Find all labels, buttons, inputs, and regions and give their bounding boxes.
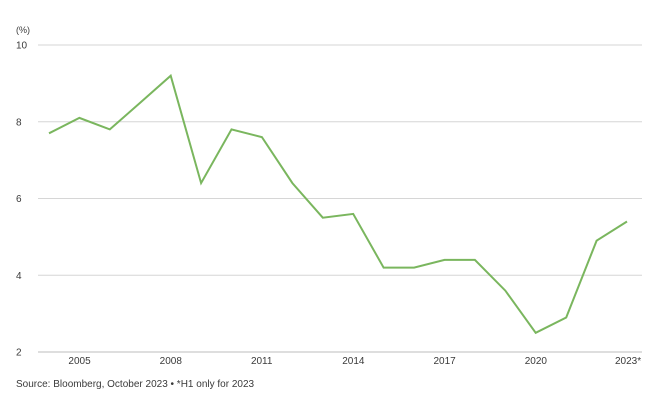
data-point-2016 <box>413 267 415 269</box>
data-point-2015 <box>383 267 385 269</box>
y-tick-label: 2 <box>16 348 22 359</box>
x-tick-label: 2005 <box>68 356 91 367</box>
data-point-2011 <box>261 136 263 138</box>
y-axis: (%) 2 4 6 8 10 <box>16 25 30 359</box>
x-axis: 2005 2008 2011 2014 2017 2020 2023* <box>68 356 641 367</box>
data-point-2012 <box>291 182 293 184</box>
data-point-2010 <box>231 128 233 130</box>
series-line <box>48 73 628 335</box>
series-layer <box>48 73 628 335</box>
data-point-2019 <box>504 290 506 292</box>
data-point-2005 <box>78 117 80 119</box>
y-tick-label: 6 <box>16 194 22 205</box>
x-tick-label: 2020 <box>525 356 548 367</box>
data-point-2007 <box>139 102 141 104</box>
data-point-2008 <box>170 75 172 77</box>
y-tick-label: 10 <box>16 41 28 52</box>
data-point-2014 <box>352 213 354 215</box>
x-tick-label: 2023* <box>615 356 641 367</box>
grid-lines <box>38 44 642 353</box>
data-point-2006 <box>109 128 111 130</box>
data-point-2013 <box>322 217 324 219</box>
data-point-2020 <box>535 332 537 334</box>
data-point-2009 <box>200 182 202 184</box>
y-tick-label: 8 <box>16 117 22 128</box>
data-point-2022 <box>596 240 598 242</box>
x-tick-label: 2008 <box>160 356 183 367</box>
data-point-2021 <box>565 316 567 318</box>
y-axis-unit-label: (%) <box>16 25 30 35</box>
y-tick-label: 4 <box>16 271 22 282</box>
x-tick-label: 2014 <box>342 356 365 367</box>
data-point-2018 <box>474 259 476 261</box>
data-point-2004 <box>48 132 50 134</box>
x-tick-label: 2017 <box>433 356 456 367</box>
data-point-2023 <box>626 221 628 223</box>
data-point-2017 <box>443 259 445 261</box>
x-tick-label: 2011 <box>251 356 273 367</box>
source-note: Source: Bloomberg, October 2023 • *H1 on… <box>16 379 255 390</box>
